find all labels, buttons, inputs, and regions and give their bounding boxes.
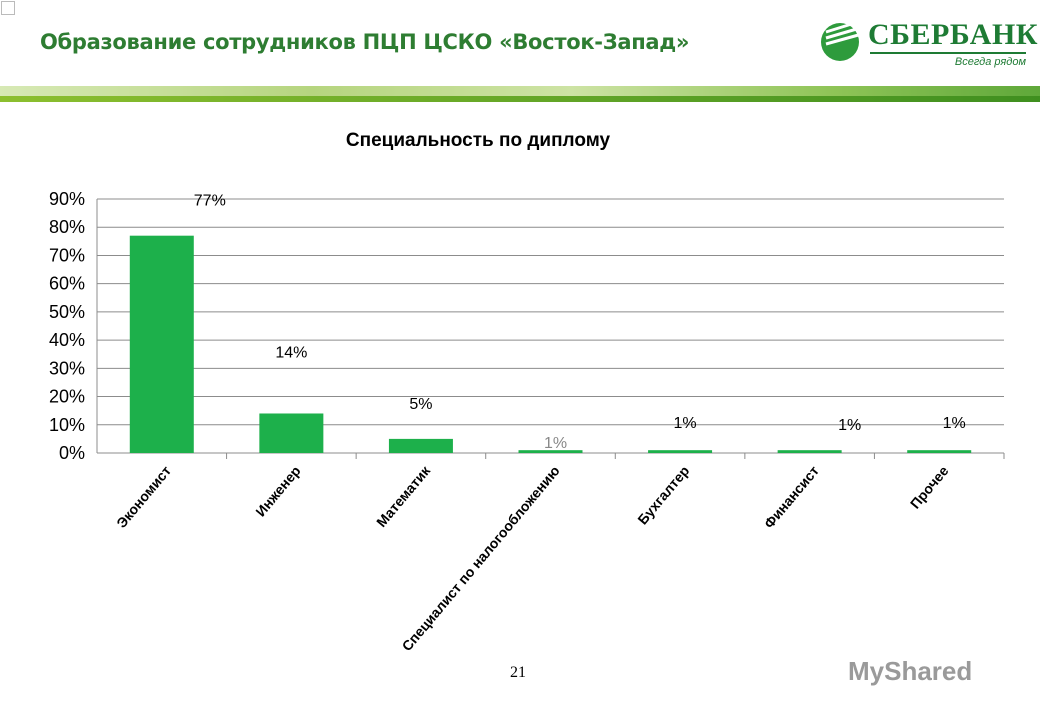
bar	[907, 450, 972, 453]
x-tick-label: Прочее	[907, 462, 952, 511]
x-tick-label: Бухгалтер	[634, 463, 692, 528]
header-banner-stripe	[0, 96, 1040, 102]
page-number: 21	[510, 664, 526, 681]
y-tick-label: 70%	[49, 245, 85, 265]
y-tick-label: 20%	[49, 387, 85, 407]
y-tick-label: 60%	[49, 274, 85, 294]
slide-title: Образование сотрудников ПЦП ЦСКО «Восток…	[40, 30, 690, 54]
bar	[777, 450, 842, 453]
y-tick-label: 80%	[49, 217, 85, 237]
watermark: MyShared	[848, 656, 973, 686]
bar	[518, 450, 583, 453]
bar	[648, 450, 713, 453]
bar	[259, 413, 324, 453]
x-tick-label: Специалист по налогообложению	[399, 463, 563, 654]
corner-marker	[1, 1, 15, 15]
y-tick-label: 10%	[49, 415, 85, 435]
x-tick-label: Инженер	[252, 463, 303, 520]
logo-slogan: Всегда рядом	[954, 56, 1026, 68]
y-tick-label: 0%	[59, 443, 85, 463]
x-tick-label: Финансист	[761, 463, 822, 532]
logo-underline	[870, 52, 1026, 54]
y-tick-label: 90%	[49, 189, 85, 209]
x-tick-label: Экономист	[113, 463, 174, 531]
y-tick-label: 30%	[49, 358, 85, 378]
data-label: 1%	[943, 415, 966, 432]
logo-name: СБЕРБАНК	[868, 18, 1039, 51]
data-label: 77%	[194, 193, 226, 210]
data-label: 5%	[409, 396, 432, 413]
bar	[388, 438, 453, 453]
chart-title: Специальность по диплому	[346, 130, 611, 151]
y-tick-label: 50%	[49, 302, 85, 322]
x-tick-label: Математик	[373, 462, 434, 530]
data-label: 1%	[838, 417, 861, 434]
data-label: 1%	[544, 435, 567, 452]
sberbank-logo: СБЕРБАНК Всегда рядом	[818, 16, 1038, 76]
data-label: 14%	[275, 344, 307, 361]
y-tick-label: 40%	[49, 330, 85, 350]
sberbank-logo-icon	[821, 20, 863, 61]
data-label: 1%	[674, 415, 697, 432]
bar	[129, 235, 194, 453]
